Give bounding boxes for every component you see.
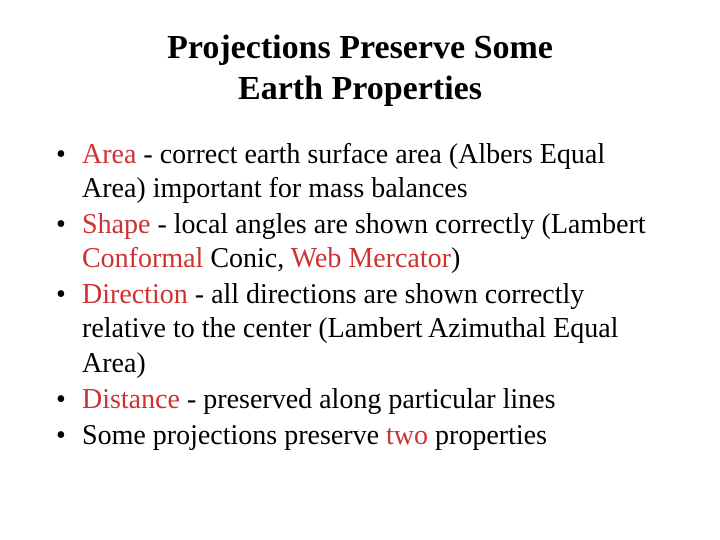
body-text: Conic,	[203, 243, 290, 274]
highlight-text: two	[386, 420, 428, 451]
body-text: - correct earth surface area (Albers Equ…	[82, 139, 605, 204]
bullet-item: Area - correct earth surface area (Alber…	[48, 138, 672, 206]
bullet-item: Distance - preserved along particular li…	[48, 383, 672, 417]
highlight-text: Conformal	[82, 243, 203, 274]
slide-title: Projections Preserve Some Earth Properti…	[48, 28, 672, 110]
body-text: Some projections preserve	[82, 420, 386, 451]
highlight-text: Shape	[82, 209, 150, 240]
highlight-text: Area	[82, 139, 136, 170]
body-text: )	[451, 243, 460, 274]
bullet-item: Direction - all directions are shown cor…	[48, 278, 672, 380]
title-line-1: Projections Preserve Some	[167, 29, 553, 66]
highlight-text: Web Mercator	[291, 243, 451, 274]
bullet-item: Some projections preserve two properties	[48, 419, 672, 453]
bullet-item: Shape - local angles are shown correctly…	[48, 208, 672, 276]
bullet-list: Area - correct earth surface area (Alber…	[48, 138, 672, 453]
body-text: - preserved along particular lines	[180, 384, 556, 415]
highlight-text: Direction	[82, 279, 188, 310]
slide: Projections Preserve Some Earth Properti…	[0, 0, 720, 540]
body-text: - local angles are shown correctly (Lamb…	[150, 209, 645, 240]
title-line-2: Earth Properties	[238, 70, 482, 107]
body-text: properties	[428, 420, 547, 451]
highlight-text: Distance	[82, 384, 180, 415]
